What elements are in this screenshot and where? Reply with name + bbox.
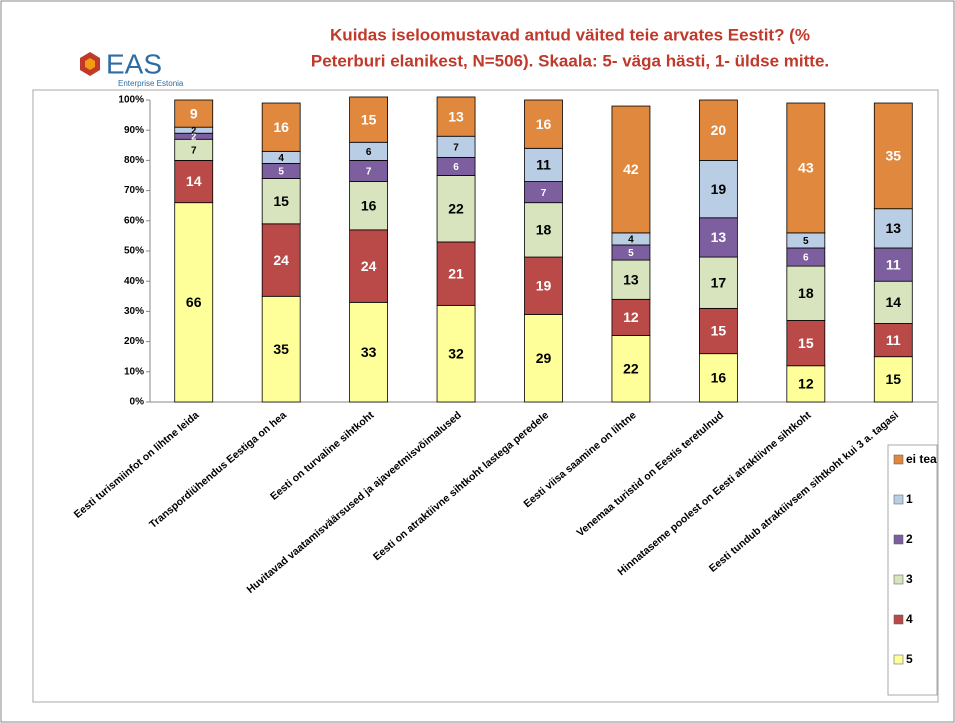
data-label: 15 [798,335,814,351]
legend-label: 4 [906,612,913,626]
legend-swatch [894,495,903,504]
data-label: 11 [536,157,551,173]
data-label: 20 [711,122,727,138]
chart-title: Peterburi elanikest, N=506). Skaala: 5- … [311,51,829,70]
y-tick-label: 10% [124,366,144,377]
data-label: 9 [190,105,198,121]
y-tick-label: 60% [124,215,144,226]
data-label: 18 [536,222,552,238]
data-label: 11 [886,256,901,272]
page: {"logo": {"name": "EAS", "subtitle": "En… [0,0,955,723]
data-label: 16 [711,370,727,386]
data-label: 29 [536,350,552,366]
y-tick-label: 50% [124,246,144,257]
data-label: 21 [448,265,464,281]
data-label: 7 [366,167,372,178]
data-label: 42 [623,161,639,177]
data-label: 6 [803,253,809,264]
data-label: 14 [186,173,202,189]
data-label: 15 [273,193,289,209]
legend-swatch [894,535,903,544]
y-tick-label: 20% [124,336,144,347]
legend-label: 3 [906,572,913,586]
data-label: 22 [623,360,639,376]
data-label: 13 [711,229,727,245]
data-label: 16 [361,197,377,213]
data-label: 14 [885,294,901,310]
legend-swatch [894,615,903,624]
y-tick-label: 70% [124,185,144,196]
data-label: 11 [886,332,901,348]
y-tick-label: 100% [118,95,144,106]
data-label: 7 [541,188,547,199]
y-tick-label: 90% [124,125,144,136]
data-label: 5 [278,167,284,178]
data-label: 33 [361,344,377,360]
slide: EAS Enterprise Estonia Kuidas iseloomust… [0,0,955,723]
data-label: 24 [361,258,377,274]
y-tick-label: 40% [124,276,144,287]
data-label: 24 [273,252,289,268]
legend-label: 2 [906,532,913,546]
chart-title: Kuidas iseloomustavad antud väited teie … [330,25,810,44]
legend-swatch [894,655,903,664]
data-label: 19 [536,277,552,293]
data-label: 7 [453,142,459,153]
data-label: 66 [186,294,202,310]
data-label: 18 [798,285,814,301]
legend-swatch [894,455,903,464]
data-label: 17 [711,274,727,290]
data-label: 4 [628,235,634,246]
legend-swatch [894,575,903,584]
legend-label: ei tea [906,452,937,466]
data-label: 13 [448,108,464,124]
data-label: 4 [278,153,284,164]
data-label: 22 [448,200,464,216]
data-label: 15 [361,111,377,127]
data-label: 13 [885,220,901,236]
data-label: 16 [536,116,552,132]
data-label: 7 [191,145,197,156]
y-tick-label: 80% [124,155,144,166]
data-label: 16 [273,119,289,135]
data-label: 13 [623,271,639,287]
data-label: 35 [273,341,289,357]
data-label: 15 [711,323,727,339]
data-label: 5 [803,236,809,247]
data-label: 32 [448,345,464,361]
data-label: 43 [798,160,814,176]
data-label: 15 [885,371,901,387]
data-label: 5 [628,248,634,259]
data-label: 6 [366,147,372,158]
y-tick-label: 30% [124,306,144,317]
data-label: 12 [623,309,639,325]
data-label: 12 [798,376,814,392]
legend-label: 5 [906,652,913,666]
data-label: 19 [711,181,727,197]
y-tick-label: 0% [130,397,145,408]
logo-name: EAS [106,48,162,79]
legend-label: 1 [906,492,913,506]
logo-subtitle: Enterprise Estonia [118,79,184,88]
data-label: 6 [453,162,459,173]
data-label: 35 [885,148,901,164]
